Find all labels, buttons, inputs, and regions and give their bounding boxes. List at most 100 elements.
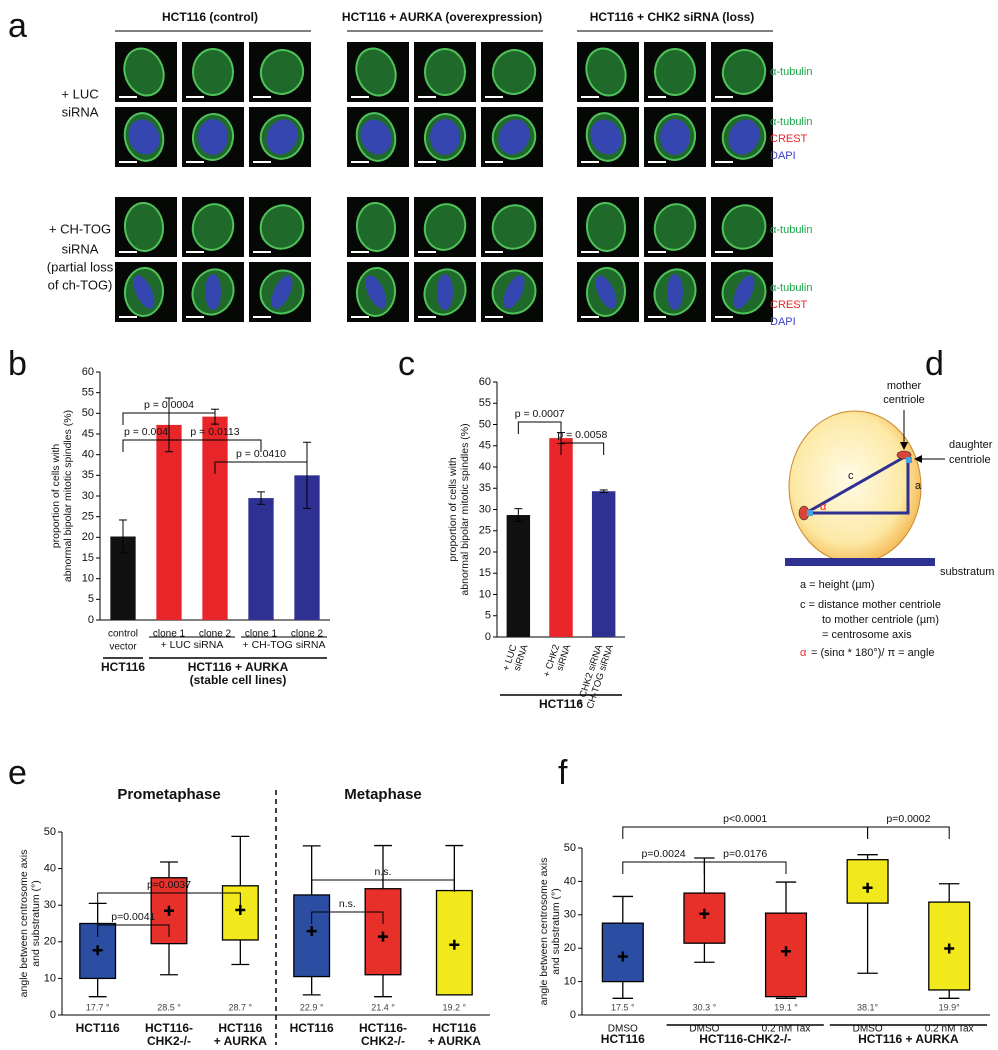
spindle [721, 204, 767, 250]
panel-label: d [925, 345, 944, 383]
chromatin [360, 119, 392, 155]
y-tick-label: 15 [479, 567, 491, 579]
label: mother [887, 380, 922, 392]
cell-line-label: HCT116-CHK2-/- [699, 1032, 791, 1046]
panel-label: b [8, 345, 27, 383]
section-title: Prometaphase [117, 786, 220, 803]
spindle [123, 47, 165, 97]
p-value: p=0.0041 [111, 911, 155, 923]
column-header: HCT116 + AURKA (overexpression) [342, 10, 542, 24]
significance-bracket [168, 439, 262, 452]
mean-label: 28.5 ° [157, 1002, 181, 1012]
y-tick-label: 20 [479, 546, 491, 558]
x-tick-label: clone 1 [245, 629, 278, 640]
mean-label: 19.2 ° [443, 1002, 467, 1012]
x-tick-label: 0.2 nM Tax [925, 1024, 974, 1035]
y-tick-label: 50 [564, 842, 576, 854]
box [846, 859, 889, 904]
stain-label: DAPI [770, 150, 796, 162]
legend-line: = (sinα * 180°)/ π = angle [811, 647, 935, 659]
chromatin [198, 119, 228, 155]
mean-marker [378, 931, 388, 942]
group-label: + CH-TOG siRNA [243, 639, 326, 651]
y-tick-label: 5 [88, 593, 94, 605]
y-tick-label: 30 [44, 899, 56, 911]
centriole [906, 457, 912, 463]
spindle [585, 47, 627, 97]
stain-label: α-tubulin [770, 66, 812, 78]
spindle [423, 203, 467, 251]
spindle [259, 49, 305, 95]
label: substratum [940, 566, 994, 578]
label: α [820, 501, 827, 513]
y-tick-label: 0 [50, 1009, 56, 1021]
spindle [721, 49, 767, 95]
mean-label: 19.1 ° [774, 1002, 798, 1012]
panel-label: f [558, 754, 568, 792]
legend-line: to mother centriole (µm) [822, 614, 939, 626]
y-axis-title: abnormal bipolar mitotic spindles (%) [459, 423, 471, 595]
mean-label: 19.9° [939, 1002, 961, 1012]
y-tick-label: 35 [82, 469, 94, 481]
y-tick-label: 40 [479, 461, 491, 473]
x-tick-label: clone 2 [199, 629, 232, 640]
y-tick-label: 5 [485, 610, 491, 622]
group-label: + LUC siRNA [161, 639, 224, 651]
y-tick-label: 0 [88, 614, 94, 626]
significance-bracket [97, 892, 241, 905]
mean-marker [944, 943, 955, 954]
x-tick-label: clone 1 [153, 629, 186, 640]
mean-marker [862, 882, 873, 893]
cell-line-label: HCT116 [101, 660, 145, 674]
label: centriole [949, 454, 991, 466]
chromatin [590, 119, 622, 155]
y-tick-label: 50 [479, 418, 491, 430]
chromatin [133, 275, 155, 309]
row-label: (partial loss [47, 259, 114, 274]
bar [248, 498, 274, 620]
y-tick-label: 0 [570, 1009, 576, 1021]
panel-label: e [8, 754, 27, 792]
bar [591, 491, 616, 637]
y-tick-label: 50 [82, 407, 94, 419]
stain-label: DAPI [770, 316, 796, 328]
significance-bracket [622, 861, 705, 874]
panel-label: a [8, 7, 27, 45]
y-tick-label: 15 [82, 552, 94, 564]
spindle [585, 202, 627, 252]
x-tick-label: HCT116 [76, 1021, 120, 1035]
legend-line: c = distance mother centriole [800, 599, 941, 611]
box [364, 888, 402, 976]
cell-line-label: (stable cell lines) [190, 673, 287, 687]
label: daughter [949, 439, 993, 451]
y-axis-title: proportion of cells with [50, 444, 62, 549]
chromatin [128, 119, 160, 155]
chromatin [266, 119, 298, 155]
arrow-head [914, 455, 922, 463]
significance-bracket [122, 412, 216, 425]
y-tick-label: 30 [82, 490, 94, 502]
y-tick-label: 60 [82, 366, 94, 378]
label: centriole [883, 394, 925, 406]
p-value: p=0.0037 [147, 879, 191, 891]
bar [156, 424, 182, 620]
significance-bracket [311, 911, 384, 924]
p-value: n.s. [375, 866, 392, 878]
mean-label: 30.3 ° [693, 1002, 717, 1012]
row-label: siRNA [62, 241, 99, 256]
x-tick-label: CHK2-/- [147, 1034, 191, 1048]
y-axis-title: proportion of cells with [447, 457, 459, 562]
row-label: + LUC [61, 86, 98, 101]
mean-marker [164, 905, 174, 916]
significance-bracket [214, 461, 308, 474]
spindle [123, 202, 165, 252]
mean-marker [306, 926, 317, 937]
significance-bracket [703, 861, 787, 874]
x-tick-label: DMSO [689, 1024, 719, 1035]
x-tick-label: + AURKA [428, 1034, 482, 1048]
panel-d: mother centriole daughter centriole c a … [785, 380, 994, 659]
p-value: p<0.0001 [723, 813, 767, 825]
y-tick-label: 30 [564, 909, 576, 921]
stain-label: α-tubulin [770, 224, 812, 236]
y-axis-title: and substratum (°) [30, 880, 42, 966]
